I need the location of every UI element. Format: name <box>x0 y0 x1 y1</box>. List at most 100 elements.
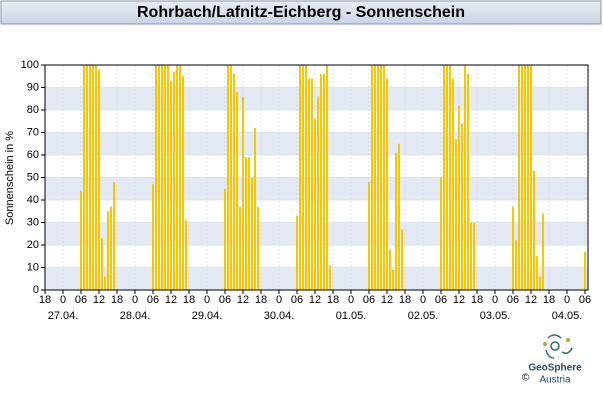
copyright: © <box>522 373 530 384</box>
bar <box>110 206 112 290</box>
bar <box>161 65 163 290</box>
bar <box>185 220 187 290</box>
bar <box>389 249 391 290</box>
bar <box>311 78 313 290</box>
bar <box>80 191 82 290</box>
bar <box>584 251 586 290</box>
grid-band <box>45 177 588 200</box>
logo-name: GeoSphere <box>528 363 582 374</box>
y-tick-label: 0 <box>33 284 39 296</box>
bar <box>326 65 328 290</box>
x-tick-label: 18 <box>255 294 267 306</box>
bar <box>98 69 100 290</box>
x-tick-label: 06 <box>219 294 231 306</box>
bar <box>179 65 181 290</box>
x-tick-label: 0 <box>492 294 498 306</box>
bar <box>95 65 97 290</box>
x-tick-label: 0 <box>348 294 354 306</box>
bar <box>233 74 235 290</box>
logo-sub: Austria <box>539 375 571 386</box>
bar <box>533 170 535 290</box>
x-tick-label: 18 <box>543 294 555 306</box>
bar <box>377 65 379 290</box>
logo <box>543 334 573 359</box>
bar <box>380 65 382 290</box>
plot-frame <box>44 64 589 291</box>
x-tick-label: 06 <box>579 294 591 306</box>
x-tick-label: 12 <box>453 294 465 306</box>
bar <box>158 65 160 290</box>
bar <box>329 265 331 290</box>
bar <box>92 65 94 290</box>
bar <box>443 65 445 290</box>
bar <box>155 65 157 290</box>
x-tick-label: 18 <box>183 294 195 306</box>
bar <box>368 182 370 290</box>
bar <box>371 65 373 290</box>
bar <box>170 80 172 290</box>
y-tick-label: 20 <box>27 239 39 251</box>
grid-band <box>45 222 588 245</box>
y-tick-label: 60 <box>27 149 39 161</box>
bar <box>521 65 523 290</box>
bar <box>224 188 226 290</box>
y-axis-label: Sonnenschein in % <box>4 131 16 225</box>
bar <box>395 152 397 290</box>
x-tick-label: 06 <box>363 294 375 306</box>
day-label: 30.04. <box>264 310 295 322</box>
x-tick-label: 18 <box>327 294 339 306</box>
x-tick-label: 06 <box>291 294 303 306</box>
bar <box>392 269 394 290</box>
bar <box>242 96 244 290</box>
bar <box>257 206 259 290</box>
bar <box>515 240 517 290</box>
day-label: 28.04. <box>120 310 151 322</box>
bar <box>323 74 325 290</box>
bar <box>245 157 247 290</box>
bar <box>464 65 466 290</box>
bar <box>440 177 442 290</box>
bar <box>107 211 109 290</box>
x-tick-label: 0 <box>132 294 138 306</box>
bar <box>308 78 310 290</box>
bar <box>305 65 307 290</box>
bar <box>518 65 520 290</box>
y-tick-label: 100 <box>21 59 39 71</box>
bar <box>83 65 85 290</box>
bar <box>239 206 241 290</box>
bar <box>449 65 451 290</box>
x-tick-label: 12 <box>237 294 249 306</box>
bar <box>461 123 463 290</box>
x-tick-label: 18 <box>471 294 483 306</box>
bar <box>458 105 460 290</box>
title-bar <box>0 0 602 25</box>
bar <box>401 229 403 290</box>
x-tick-label: 18 <box>39 294 51 306</box>
bar <box>470 222 472 290</box>
day-label: 01.05. <box>336 310 367 322</box>
bar <box>296 215 298 290</box>
bar <box>104 276 106 290</box>
bar <box>512 206 514 290</box>
y-tick-label: 10 <box>27 261 39 273</box>
x-tick-label: 18 <box>111 294 123 306</box>
x-tick-label: 12 <box>165 294 177 306</box>
x-tick-label: 06 <box>147 294 159 306</box>
bar <box>452 78 454 290</box>
bar <box>317 96 319 290</box>
grid-band <box>45 132 588 155</box>
bar <box>86 65 88 290</box>
bar <box>182 76 184 290</box>
x-tick-label: 0 <box>204 294 210 306</box>
bar <box>89 65 91 290</box>
bar <box>374 65 376 290</box>
x-tick-label: 12 <box>525 294 537 306</box>
day-label: 03.05. <box>480 310 511 322</box>
bar <box>467 74 469 290</box>
bar <box>101 238 103 290</box>
day-label: 27.04. <box>48 310 79 322</box>
day-label: 02.05. <box>408 310 439 322</box>
bar <box>542 213 544 290</box>
bar <box>314 119 316 290</box>
